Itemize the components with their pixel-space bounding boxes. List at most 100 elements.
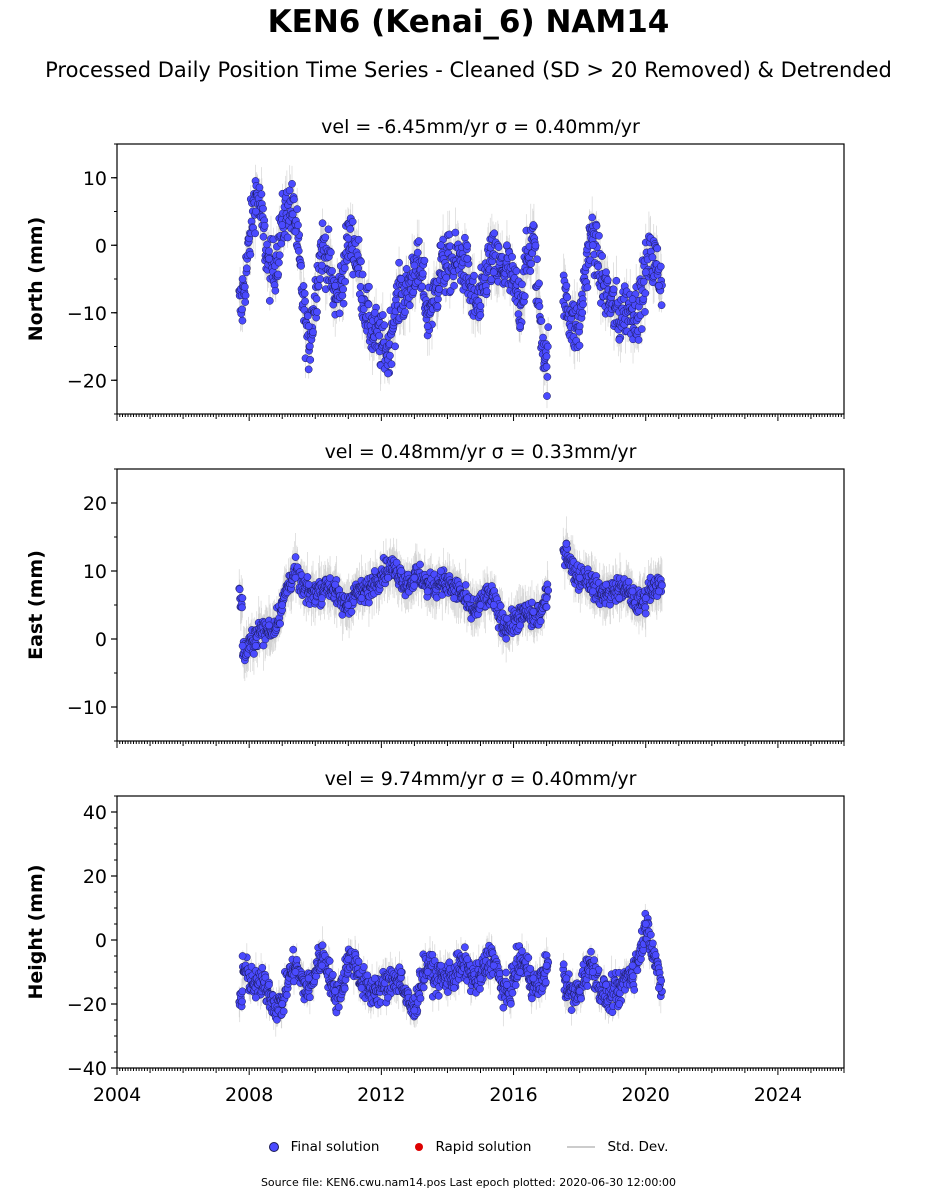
data-point [357, 984, 366, 992]
y-tick-label: 40 [83, 802, 107, 824]
data-point [397, 968, 406, 976]
y-tick-label: −20 [67, 370, 107, 392]
data-point [436, 961, 445, 970]
chart-subtitle: Processed Daily Position Time Series - C… [45, 58, 892, 82]
y-axis-label: Height (mm) [25, 864, 47, 999]
legend: Final solution Rapid solution Std. Dev. [0, 1136, 937, 1158]
data-point [602, 268, 610, 277]
data-point [410, 1006, 419, 1015]
data-point [278, 221, 287, 229]
y-tick-label: 20 [83, 493, 107, 515]
data-point [463, 955, 472, 964]
data-point [318, 594, 326, 603]
data-point [542, 961, 551, 970]
data-point [384, 993, 392, 1002]
data-point [357, 295, 366, 304]
data-cloud [235, 903, 666, 1037]
panel-title: vel = 9.74mm/yr σ = 0.40mm/yr [325, 768, 637, 790]
y-tick-label: 20 [83, 866, 107, 888]
data-point [278, 1000, 287, 1008]
data-point [516, 621, 525, 630]
data-point [251, 993, 260, 1002]
data-point [542, 594, 551, 603]
data-point [602, 580, 610, 589]
data-point [615, 335, 624, 344]
legend-rapid: Rapid solution [415, 1139, 531, 1155]
data-point [265, 980, 273, 989]
data-point [575, 987, 584, 996]
legend-final-label: Final solution [290, 1139, 380, 1155]
data-point [304, 580, 313, 589]
data-point [238, 275, 247, 283]
x-tick-label: 2008 [225, 1084, 273, 1106]
data-point [529, 974, 538, 983]
data-point [615, 1000, 624, 1008]
data-point [370, 567, 379, 575]
data-point [251, 641, 260, 650]
data-point [562, 281, 571, 290]
data-point [489, 961, 498, 970]
data-cloud [235, 516, 666, 682]
data-point [589, 968, 597, 976]
panel-frame [116, 795, 845, 1069]
data-point [344, 955, 353, 964]
data-point [436, 241, 445, 250]
data-point [529, 607, 538, 616]
data-point [370, 308, 379, 317]
data-point [562, 539, 571, 548]
chart-title: KEN6 (Kenai_6) NAM14 [267, 4, 670, 40]
data-point [503, 241, 511, 250]
data-point [410, 573, 419, 582]
data-point [476, 601, 485, 609]
panel-north: vel = -6.45mm/yr σ = 0.40mm/yr North (mm)… [25, 116, 845, 421]
source-footer: Source file: KEN6.cwu.nam14.pos Last epo… [260, 1176, 677, 1189]
data-point [423, 587, 432, 596]
data-point [641, 268, 650, 277]
y-tick-label: 10 [83, 168, 107, 190]
data-point [397, 567, 406, 575]
data-point [357, 594, 366, 603]
y-tick-label: −40 [67, 1058, 107, 1080]
data-point [384, 369, 392, 378]
data-point [278, 601, 287, 609]
data-point [450, 984, 458, 992]
data-point [628, 295, 637, 304]
data-point [655, 281, 663, 290]
data-point [304, 974, 313, 983]
data-point [641, 594, 650, 603]
y-tick-label: −20 [67, 994, 107, 1016]
data-point [291, 968, 300, 976]
data-point [575, 322, 584, 331]
data-point [516, 322, 525, 331]
legend-rapid-marker [415, 1143, 424, 1151]
y-tick-label: 0 [95, 930, 107, 952]
data-point [370, 974, 379, 983]
data-point [615, 594, 624, 603]
data-point [463, 594, 472, 603]
data-point [476, 302, 485, 310]
data-point [291, 227, 300, 236]
data-point [589, 587, 597, 596]
y-tick-label: −10 [67, 697, 107, 719]
legend-final: Final solution [268, 1139, 380, 1155]
plot-area: vel = -6.45mm/yr σ = 0.40mm/yr North (mm)… [25, 116, 845, 1106]
panel-east: vel = 0.48mm/yr σ = 0.33mm/yr East (mm) 20… [25, 441, 845, 748]
data-point [397, 275, 406, 283]
data-point [423, 322, 432, 331]
data-point [331, 281, 339, 290]
data-point [628, 587, 637, 596]
y-tick-label: −10 [67, 303, 107, 325]
data-point [265, 254, 273, 263]
data-point [503, 980, 511, 989]
data-point [450, 281, 458, 290]
data-point [318, 261, 326, 270]
legend-stddev: Std. Dev. [567, 1139, 668, 1155]
data-point [318, 961, 326, 970]
data-point [503, 614, 511, 623]
data-point [344, 234, 353, 243]
data-point [251, 207, 260, 216]
data-point [463, 254, 472, 263]
data-point [529, 221, 538, 229]
y-tick-label: 0 [95, 629, 107, 651]
data-point [331, 580, 339, 589]
